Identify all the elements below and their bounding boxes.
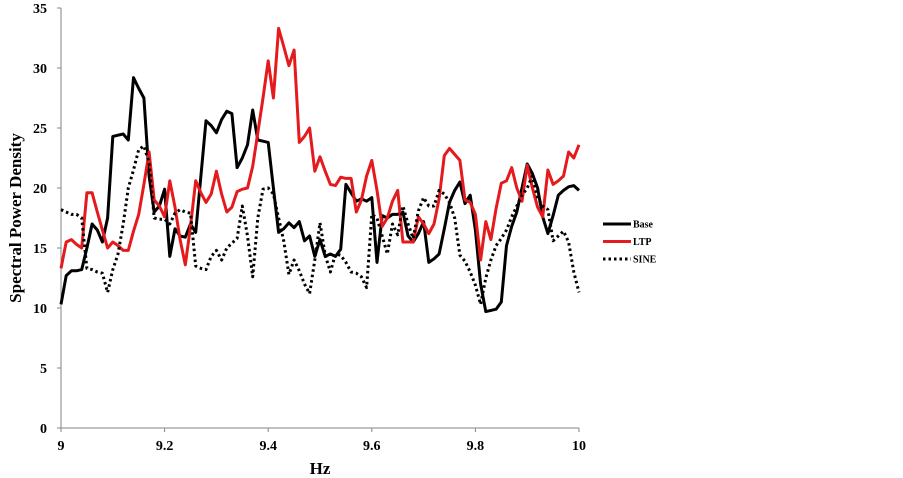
x-tick-label: 9.6 — [363, 439, 381, 454]
y-tick-label: 30 — [33, 62, 47, 77]
x-tick-label: 10 — [572, 439, 586, 454]
y-axis-title: Spectral Power Density — [6, 133, 25, 303]
y-tick-label: 25 — [33, 122, 47, 137]
y-tick-label: 5 — [40, 362, 47, 377]
series-line-base — [59, 76, 581, 314]
series-line-ltp — [59, 26, 581, 269]
y-tick-label: 15 — [33, 242, 47, 257]
y-tick-label: 10 — [33, 302, 47, 317]
axes — [60, 8, 579, 429]
legend-label-base: Base — [633, 220, 654, 231]
x-tick-labels: 9 9.2 9.4 9.6 9.8 10 — [58, 428, 586, 454]
x-tick-label: 9.4 — [259, 439, 277, 454]
y-tick-label: 0 — [40, 422, 47, 437]
series-line-sine — [60, 144, 581, 306]
y-tick-label: 20 — [33, 182, 47, 197]
series-lines — [59, 26, 581, 314]
y-tick-labels: 0 5 10 15 20 25 30 35 — [33, 2, 61, 437]
x-tick-label: 9 — [58, 439, 65, 454]
legend-label-sine: SINE — [633, 255, 657, 266]
x-axis-title: Hz — [310, 459, 331, 478]
y-tick-label: 35 — [33, 2, 47, 17]
legend-label-ltp: LTP — [633, 237, 652, 248]
x-tick-label: 9.2 — [156, 439, 174, 454]
legend: Base LTP SINE — [603, 220, 657, 266]
x-tick-label: 9.8 — [467, 439, 485, 454]
